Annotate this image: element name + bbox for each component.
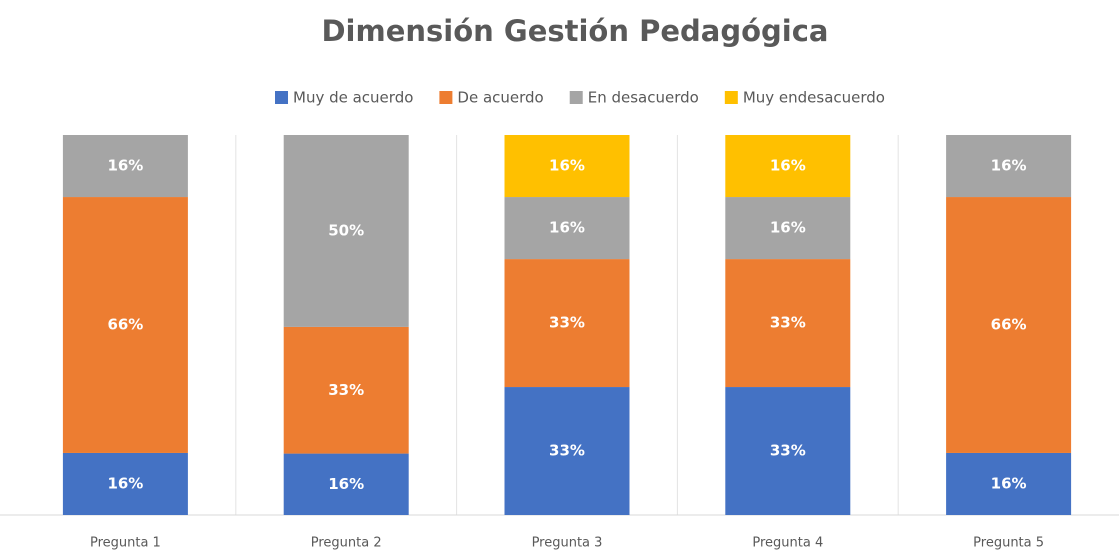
value-label: 66% <box>991 316 1027 334</box>
bar-segment <box>946 135 1072 198</box>
legend-label: Muy endesacuerdo <box>743 89 885 107</box>
value-label: 16% <box>328 475 364 493</box>
value-label: 33% <box>328 381 364 399</box>
x-tick-label: Pregunta 2 <box>311 536 382 551</box>
x-tick-label: Pregunta 4 <box>752 536 823 551</box>
value-label: 33% <box>770 314 806 332</box>
legend-label: Muy de acuerdo <box>293 89 413 107</box>
value-label: 50% <box>328 221 364 239</box>
x-tick-label: Pregunta 1 <box>90 536 161 551</box>
bar-segment <box>946 452 1072 515</box>
value-label: 66% <box>107 316 143 334</box>
legend-label: En desacuerdo <box>588 89 699 107</box>
value-label: 16% <box>549 157 585 175</box>
bar-segment <box>504 135 630 198</box>
bar-segment <box>62 135 188 198</box>
bar-segment <box>504 387 630 515</box>
value-label: 16% <box>770 219 806 237</box>
bar-segment <box>283 453 409 515</box>
legend-swatch <box>275 91 289 104</box>
bar-segment <box>504 197 630 260</box>
bar-segment <box>62 197 188 453</box>
bar-segment <box>725 259 851 388</box>
value-label: 16% <box>549 219 585 237</box>
value-label: 16% <box>991 474 1027 492</box>
value-label: 33% <box>770 442 806 460</box>
bar-segment <box>725 387 851 515</box>
value-label: 33% <box>549 314 585 332</box>
bar-segment <box>283 135 409 327</box>
bar-segment <box>504 259 630 388</box>
bar-segment <box>725 197 851 260</box>
legend-swatch <box>569 91 583 104</box>
bar-segment <box>946 197 1072 453</box>
value-label: 16% <box>107 474 143 492</box>
x-tick-label: Pregunta 3 <box>532 536 603 551</box>
value-label: 33% <box>549 442 585 460</box>
bar-segment <box>725 135 851 198</box>
bar-segment <box>62 452 188 515</box>
bar-segment <box>283 326 409 454</box>
value-label: 16% <box>107 157 143 175</box>
value-label: 16% <box>991 157 1027 175</box>
chart-title: Dimensión Gestión Pedagógica <box>321 14 828 48</box>
legend-swatch <box>724 91 738 104</box>
legend-swatch <box>439 91 453 104</box>
x-tick-label: Pregunta 5 <box>973 536 1044 551</box>
value-label: 16% <box>770 157 806 175</box>
legend-label: De acuerdo <box>457 89 543 107</box>
